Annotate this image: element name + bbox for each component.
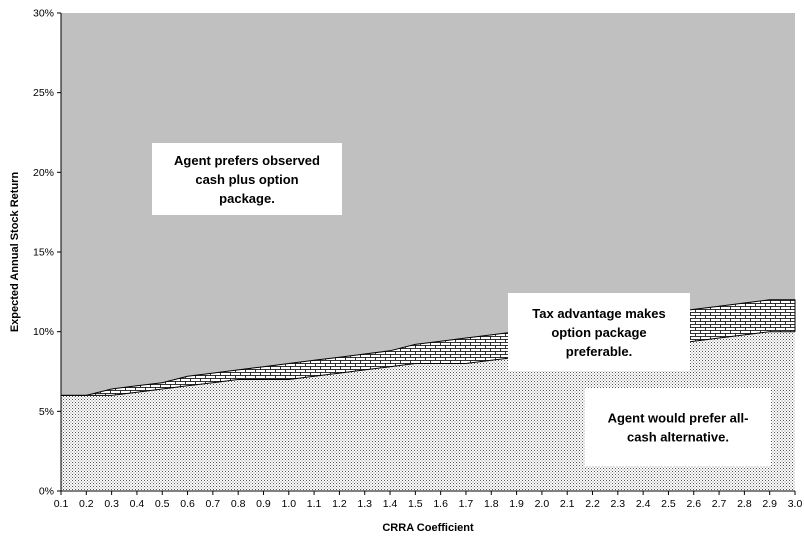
x-tick-label: 0.2 [79, 498, 94, 510]
y-tick-label: 20% [33, 167, 54, 179]
x-tick-label: 3.0 [788, 498, 803, 510]
y-tick-label: 0% [39, 486, 54, 498]
x-tick-label: 2.3 [611, 498, 626, 510]
annotation-text-line: Tax advantage makes [532, 306, 665, 321]
x-tick-label: 1.3 [357, 498, 372, 510]
annotation-box [152, 143, 342, 215]
annotation-box [508, 293, 690, 371]
x-tick-label: 2.0 [535, 498, 550, 510]
x-tick-label: 1.5 [408, 498, 423, 510]
y-tick-label: 10% [33, 326, 54, 338]
x-tick-label: 1.1 [307, 498, 322, 510]
annotations: Agent prefers observed cash plus option pa… [152, 143, 771, 466]
x-tick-label: 2.7 [712, 498, 727, 510]
x-tick-label: 1.9 [509, 498, 524, 510]
x-tick-label: 1.2 [332, 498, 347, 510]
annotation-box [585, 388, 771, 466]
x-tick-label: 1.6 [433, 498, 448, 510]
x-tick-label: 2.6 [686, 498, 701, 510]
x-tick-label: 2.1 [560, 498, 575, 510]
annotation-text-line: package. [219, 191, 275, 206]
x-tick-label: 0.5 [155, 498, 170, 510]
annotation-all-cash: Agent would prefer all-cash alternative. [585, 388, 771, 466]
x-tick-label: 1.7 [459, 498, 474, 510]
x-tick-label: 1.8 [484, 498, 499, 510]
annotation-text-line: cash plus option [195, 172, 298, 187]
x-tick-label: 2.8 [737, 498, 752, 510]
annotation-cash-plus-option: Agent prefers observed cash plus option pa… [152, 143, 342, 215]
y-axis-title: Expected Annual Stock Return [9, 172, 21, 333]
annotation-tax-advantage: Tax advantage makes option package prefera… [508, 293, 690, 371]
x-tick-label: 2.2 [585, 498, 600, 510]
x-tick-label: 1.4 [383, 498, 398, 510]
x-axis-title: CRRA Coefficient [382, 522, 474, 534]
annotation-text-line: Agent would prefer all- [608, 411, 749, 426]
x-tick-label: 0.3 [104, 498, 119, 510]
x-tick-label: 0.7 [206, 498, 221, 510]
y-tick-label: 15% [33, 247, 54, 259]
x-tick-label: 0.4 [130, 498, 145, 510]
y-tick-label: 25% [33, 87, 54, 99]
x-tick-label: 2.5 [661, 498, 676, 510]
y-tick-label: 30% [33, 8, 54, 20]
x-tick-label: 2.9 [762, 498, 777, 510]
y-axis: 0% 5% 10% 15% 20% 25% 30% [33, 8, 62, 498]
x-axis: 0.1 0.2 0.3 0.4 0.5 0.6 0.7 0.8 0.9 1.0 1.1 1.2 1.3 1… [54, 490, 803, 510]
x-tick-label: 1.0 [281, 498, 296, 510]
x-tick-label: 0.6 [180, 498, 195, 510]
annotation-text-line: cash alternative. [627, 430, 729, 445]
upper-boundary-line [61, 299, 796, 396]
x-tick-label: 2.4 [636, 498, 651, 510]
annotation-text-line: Agent prefers observed [174, 153, 320, 168]
x-tick-label: 0.9 [256, 498, 271, 510]
x-tick-label: 0.8 [231, 498, 246, 510]
y-tick-label: 5% [39, 406, 54, 418]
annotation-text-line: option package [551, 325, 646, 340]
x-tick-label: 0.1 [54, 498, 69, 510]
annotation-text-line: preferable. [566, 344, 632, 359]
